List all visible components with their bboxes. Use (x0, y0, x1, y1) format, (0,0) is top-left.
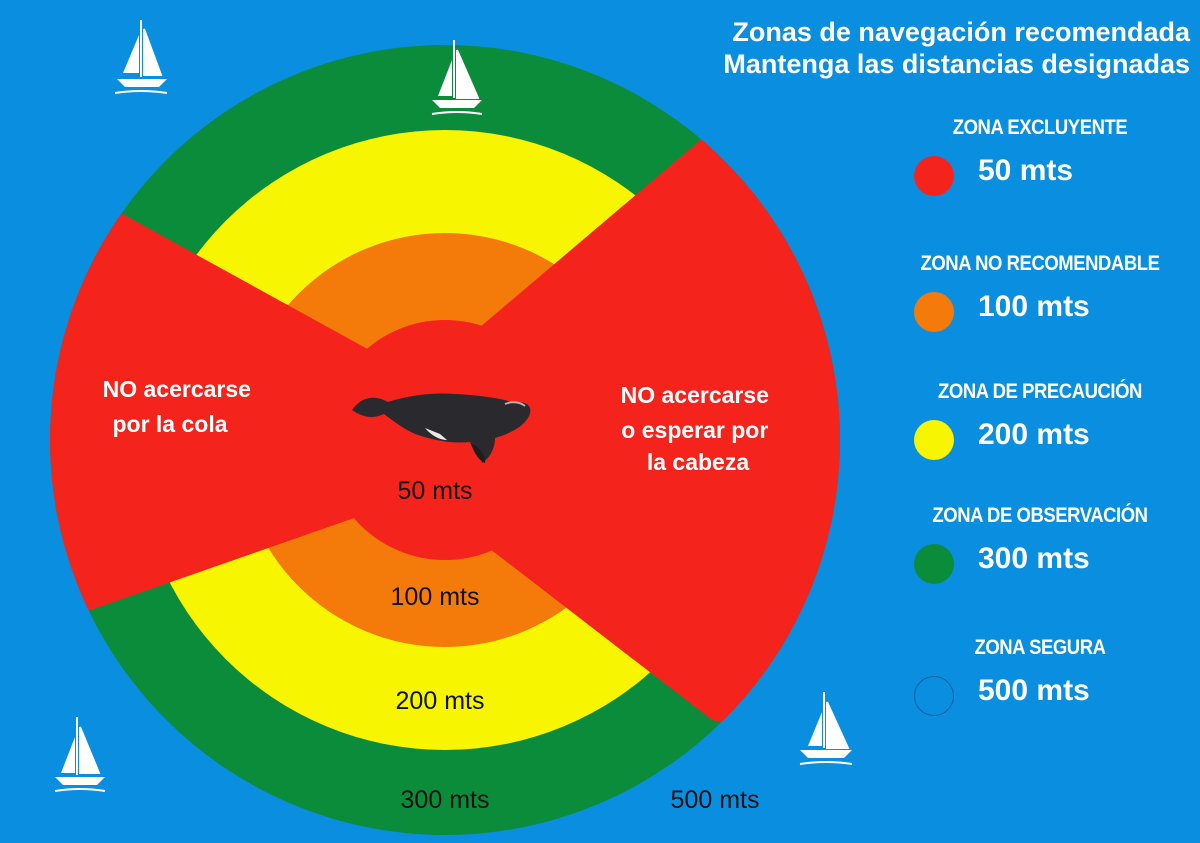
legend-swatch (914, 544, 954, 584)
legend-item: ZONA DE OBSERVACIÓN 300 mts (880, 504, 1200, 604)
ring-label-500: 500 mts (671, 786, 760, 814)
head-warning-line: la cabeza (647, 449, 749, 475)
tail-warning-line: por la cola (112, 411, 227, 437)
head-warning: NO acercarse o esperar por la cabeza (621, 382, 776, 475)
whale-icon (352, 393, 531, 463)
sailboat-icon (799, 692, 853, 765)
tail-warning: NO acercarse por la cola (103, 376, 258, 437)
legend-label: ZONA EXCLUYENTE (952, 116, 1128, 139)
legend-swatch (914, 156, 954, 196)
legend-label: ZONA DE OBSERVACIÓN (932, 504, 1148, 527)
sailboat-icon (114, 20, 168, 94)
legend-value: 100 mts (978, 290, 1090, 323)
head-warning-line: NO acercarse (621, 382, 769, 408)
sailboat-icon (431, 40, 483, 115)
ring-label-100: 100 mts (391, 583, 480, 611)
legend-item: ZONA DE PRECAUCIÓN 200 mts (880, 380, 1200, 480)
legend-item: ZONA SEGURA 500 mts (880, 636, 1200, 736)
legend-value: 50 mts (978, 154, 1074, 187)
tail-sector (50, 206, 420, 640)
ring-label-300: 300 mts (401, 786, 490, 814)
head-sector (420, 132, 840, 760)
legend-item: ZONA EXCLUYENTE 50 mts (880, 116, 1200, 216)
legend-value: 200 mts (978, 418, 1090, 451)
legend-value: 500 mts (978, 674, 1090, 707)
sailboat-icon (54, 717, 106, 792)
legend-item: ZONA NO RECOMENDABLE 100 mts (880, 252, 1200, 352)
legend-swatch (914, 292, 954, 332)
legend-label: ZONA DE PRECAUCIÓN (938, 380, 1142, 403)
title-line-2: Mantenga las distancias designadas (723, 49, 1190, 79)
title-line-1: Zonas de navegación recomendada (732, 17, 1190, 47)
tail-warning-line: NO acercarse (103, 376, 251, 402)
legend-label: ZONA NO RECOMENDABLE (920, 252, 1160, 275)
legend-swatch (914, 420, 954, 460)
legend-swatch (914, 676, 954, 716)
page-title: Zonas de navegación recomendada Mantenga… (700, 16, 1190, 80)
ring-label-200: 200 mts (396, 687, 485, 715)
ring-label-50: 50 mts (397, 477, 472, 505)
legend-value: 300 mts (978, 542, 1090, 575)
head-warning-line: o esperar por (621, 417, 768, 443)
legend-label: ZONA SEGURA (974, 636, 1106, 659)
